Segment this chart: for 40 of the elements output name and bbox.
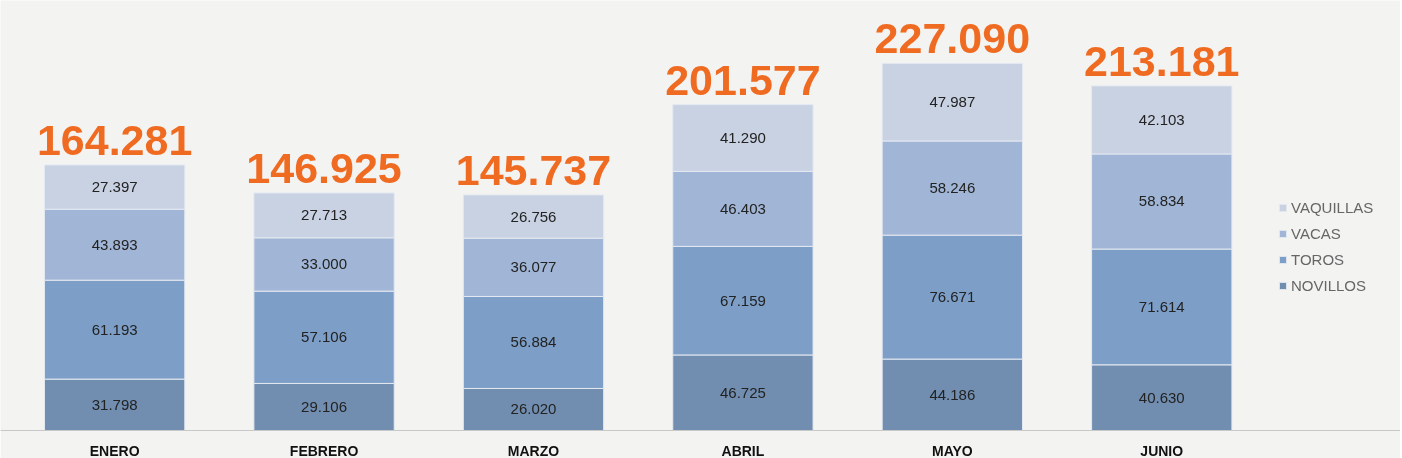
data-label: 46.403 [719, 199, 766, 217]
total-label: 227.090 [874, 14, 1031, 63]
legend-label: VACAS [1291, 225, 1341, 242]
x-tick-label: MARZO [507, 442, 560, 458]
data-label: 33.000 [301, 255, 348, 273]
x-tick-label: MAYO [931, 442, 973, 458]
total-label: 164.281 [36, 115, 193, 164]
data-label: 46.725 [719, 383, 766, 401]
data-label: 41.290 [719, 129, 766, 147]
x-tick-label: ENERO [89, 442, 140, 458]
data-label: 76.671 [929, 288, 976, 306]
data-label: 57.106 [301, 328, 348, 346]
data-label: 58.834 [1138, 192, 1185, 210]
total-label: 201.577 [665, 55, 821, 104]
data-label: 26.756 [510, 207, 557, 225]
total-label: 146.925 [246, 143, 402, 192]
x-tick-label: JUNIO [1140, 442, 1184, 458]
data-label: 61.193 [91, 320, 138, 338]
data-label: 36.077 [510, 258, 557, 276]
legend-label: NOVILLOS [1291, 277, 1367, 294]
data-label: 42.103 [1138, 110, 1185, 128]
x-tick-label: FEBRERO [289, 442, 359, 458]
legend-label: TOROS [1291, 251, 1345, 268]
legend-label: VAQUILLAS [1291, 199, 1374, 216]
data-label: 26.020 [510, 400, 557, 418]
data-label: 47.987 [929, 93, 976, 111]
data-label: 27.397 [91, 178, 138, 196]
data-label: 27.713 [301, 206, 348, 224]
data-label: 71.614 [1138, 297, 1185, 315]
total-label: 213.181 [1084, 36, 1240, 85]
data-label: 40.630 [1138, 388, 1185, 406]
data-label: 29.106 [301, 397, 348, 415]
data-label: 56.884 [510, 333, 557, 351]
x-tick-label: ABRIL [721, 442, 765, 458]
data-label: 44.186 [929, 385, 976, 403]
data-label: 67.159 [719, 291, 766, 309]
data-label: 58.246 [929, 179, 976, 197]
total-label: 145.737 [455, 145, 612, 194]
data-label: 43.893 [91, 235, 138, 253]
data-label: 31.798 [91, 395, 138, 413]
